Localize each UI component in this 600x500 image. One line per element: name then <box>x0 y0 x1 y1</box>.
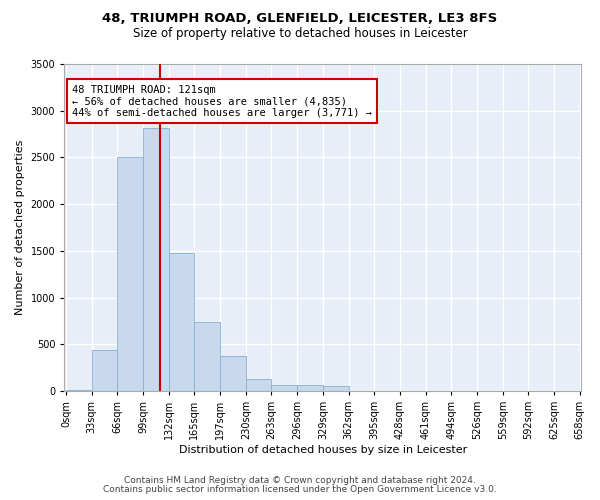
Text: 48, TRIUMPH ROAD, GLENFIELD, LEICESTER, LE3 8FS: 48, TRIUMPH ROAD, GLENFIELD, LEICESTER, … <box>103 12 497 26</box>
Text: Contains public sector information licensed under the Open Government Licence v3: Contains public sector information licen… <box>103 485 497 494</box>
Y-axis label: Number of detached properties: Number of detached properties <box>15 140 25 315</box>
X-axis label: Distribution of detached houses by size in Leicester: Distribution of detached houses by size … <box>179 445 467 455</box>
Text: Size of property relative to detached houses in Leicester: Size of property relative to detached ho… <box>133 28 467 40</box>
Bar <box>323 386 349 391</box>
Bar <box>169 252 194 391</box>
Text: Contains HM Land Registry data © Crown copyright and database right 2024.: Contains HM Land Registry data © Crown c… <box>124 476 476 485</box>
Bar <box>271 384 297 391</box>
Bar <box>92 350 117 391</box>
Text: 48 TRIUMPH ROAD: 121sqm
← 56% of detached houses are smaller (4,835)
44% of semi: 48 TRIUMPH ROAD: 121sqm ← 56% of detache… <box>72 84 372 118</box>
Bar <box>143 128 169 391</box>
Bar <box>246 379 271 391</box>
Bar <box>297 384 323 391</box>
Bar <box>194 322 220 391</box>
Bar <box>220 356 246 391</box>
Bar <box>117 158 143 391</box>
Bar <box>66 390 92 391</box>
